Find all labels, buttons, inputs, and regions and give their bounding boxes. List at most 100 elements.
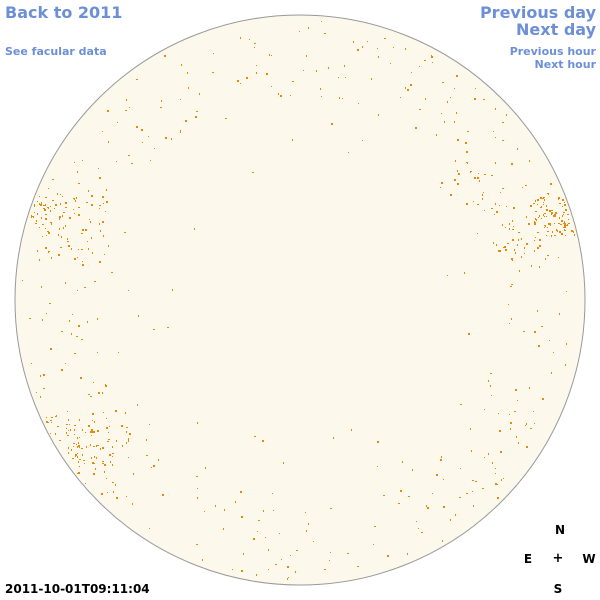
facula-mark bbox=[541, 218, 542, 219]
facula-mark bbox=[328, 67, 329, 69]
facula-mark bbox=[60, 247, 62, 248]
facula-mark bbox=[78, 472, 80, 474]
facula-mark bbox=[571, 230, 573, 232]
facula-mark bbox=[128, 440, 129, 442]
facula-mark bbox=[321, 21, 322, 22]
facula-mark bbox=[180, 99, 181, 100]
facula-mark bbox=[491, 395, 492, 396]
facula-mark bbox=[104, 464, 106, 466]
facula-mark bbox=[467, 131, 469, 132]
facula-mark bbox=[79, 459, 81, 460]
facula-mark bbox=[503, 247, 504, 248]
facula-mark bbox=[44, 209, 46, 211]
facula-mark bbox=[67, 238, 68, 240]
facula-mark bbox=[551, 372, 552, 374]
facula-mark bbox=[94, 281, 96, 282]
facula-mark bbox=[466, 203, 468, 205]
facula-mark bbox=[115, 410, 117, 412]
facula-mark bbox=[351, 429, 352, 431]
facula-mark bbox=[39, 196, 40, 197]
facula-mark bbox=[530, 428, 532, 429]
facula-mark bbox=[559, 313, 560, 315]
facula-mark bbox=[61, 369, 63, 371]
facula-mark bbox=[90, 444, 91, 446]
facula-mark bbox=[151, 467, 152, 468]
facula-mark bbox=[116, 497, 118, 499]
facula-mark bbox=[490, 373, 492, 374]
facula-mark bbox=[81, 448, 83, 449]
facula-mark bbox=[196, 476, 198, 477]
facula-mark bbox=[510, 422, 512, 424]
facula-mark bbox=[507, 243, 509, 244]
facula-mark bbox=[69, 217, 71, 219]
next-day-link[interactable]: Next day bbox=[516, 20, 596, 39]
facula-mark bbox=[321, 96, 322, 97]
facula-mark bbox=[43, 388, 45, 389]
facula-mark bbox=[84, 287, 86, 288]
facula-mark bbox=[88, 190, 89, 192]
facula-mark bbox=[126, 99, 127, 101]
facula-mark bbox=[124, 232, 126, 233]
facula-mark bbox=[484, 409, 485, 410]
facula-mark bbox=[48, 188, 49, 189]
facula-mark bbox=[502, 188, 504, 189]
facula-mark bbox=[93, 382, 94, 383]
facula-mark bbox=[464, 272, 465, 274]
facula-mark bbox=[36, 220, 37, 222]
facula-mark bbox=[34, 205, 35, 207]
facula-mark bbox=[499, 205, 500, 206]
facula-mark bbox=[553, 352, 554, 353]
facula-mark bbox=[475, 481, 477, 482]
facula-mark bbox=[81, 339, 83, 340]
facula-mark bbox=[61, 236, 62, 238]
facula-mark bbox=[102, 447, 104, 449]
facula-mark bbox=[33, 216, 34, 218]
facula-mark bbox=[88, 394, 90, 395]
facula-mark bbox=[146, 439, 147, 441]
facula-mark bbox=[528, 223, 530, 225]
facula-mark bbox=[103, 235, 104, 237]
facula-mark bbox=[204, 511, 205, 512]
facula-mark bbox=[128, 438, 129, 440]
facula-mark bbox=[50, 206, 51, 207]
previous-hour-link[interactable]: Previous hour bbox=[509, 45, 596, 58]
facula-mark bbox=[35, 223, 37, 224]
facula-mark bbox=[74, 353, 76, 354]
see-facular-data-link[interactable]: See facular data bbox=[5, 45, 107, 58]
facula-mark bbox=[556, 229, 557, 231]
facula-mark bbox=[442, 540, 443, 542]
facula-mark bbox=[400, 97, 401, 98]
facula-mark bbox=[128, 457, 129, 458]
facula-mark bbox=[105, 211, 106, 212]
facula-mark bbox=[512, 220, 513, 222]
facula-mark bbox=[75, 454, 77, 456]
facula-mark bbox=[107, 110, 109, 112]
facula-mark bbox=[330, 552, 331, 553]
facula-mark bbox=[473, 505, 474, 507]
previous-day-link[interactable]: Previous day bbox=[479, 3, 596, 22]
facula-mark bbox=[59, 216, 61, 218]
facula-mark bbox=[496, 211, 498, 213]
facula-mark bbox=[490, 385, 491, 387]
facula-mark bbox=[566, 343, 567, 345]
facula-mark bbox=[55, 433, 56, 435]
facula-mark bbox=[70, 429, 71, 431]
facula-mark bbox=[125, 412, 126, 414]
back-to-year-link[interactable]: Back to 2011 bbox=[5, 3, 123, 22]
facula-mark bbox=[568, 223, 570, 224]
facula-mark bbox=[95, 468, 96, 470]
facula-mark bbox=[441, 182, 443, 184]
facula-mark bbox=[81, 249, 83, 250]
facula-mark bbox=[90, 221, 91, 223]
facula-mark bbox=[398, 503, 400, 504]
facula-mark bbox=[496, 244, 497, 246]
facula-mark bbox=[534, 222, 536, 223]
next-hour-link[interactable]: Next hour bbox=[534, 58, 597, 71]
facula-mark bbox=[441, 113, 442, 114]
facula-mark bbox=[254, 47, 255, 48]
facula-mark bbox=[432, 62, 433, 63]
facula-mark bbox=[483, 192, 484, 193]
facula-mark bbox=[537, 204, 538, 205]
facula-mark bbox=[100, 230, 101, 232]
facula-mark bbox=[199, 93, 200, 95]
